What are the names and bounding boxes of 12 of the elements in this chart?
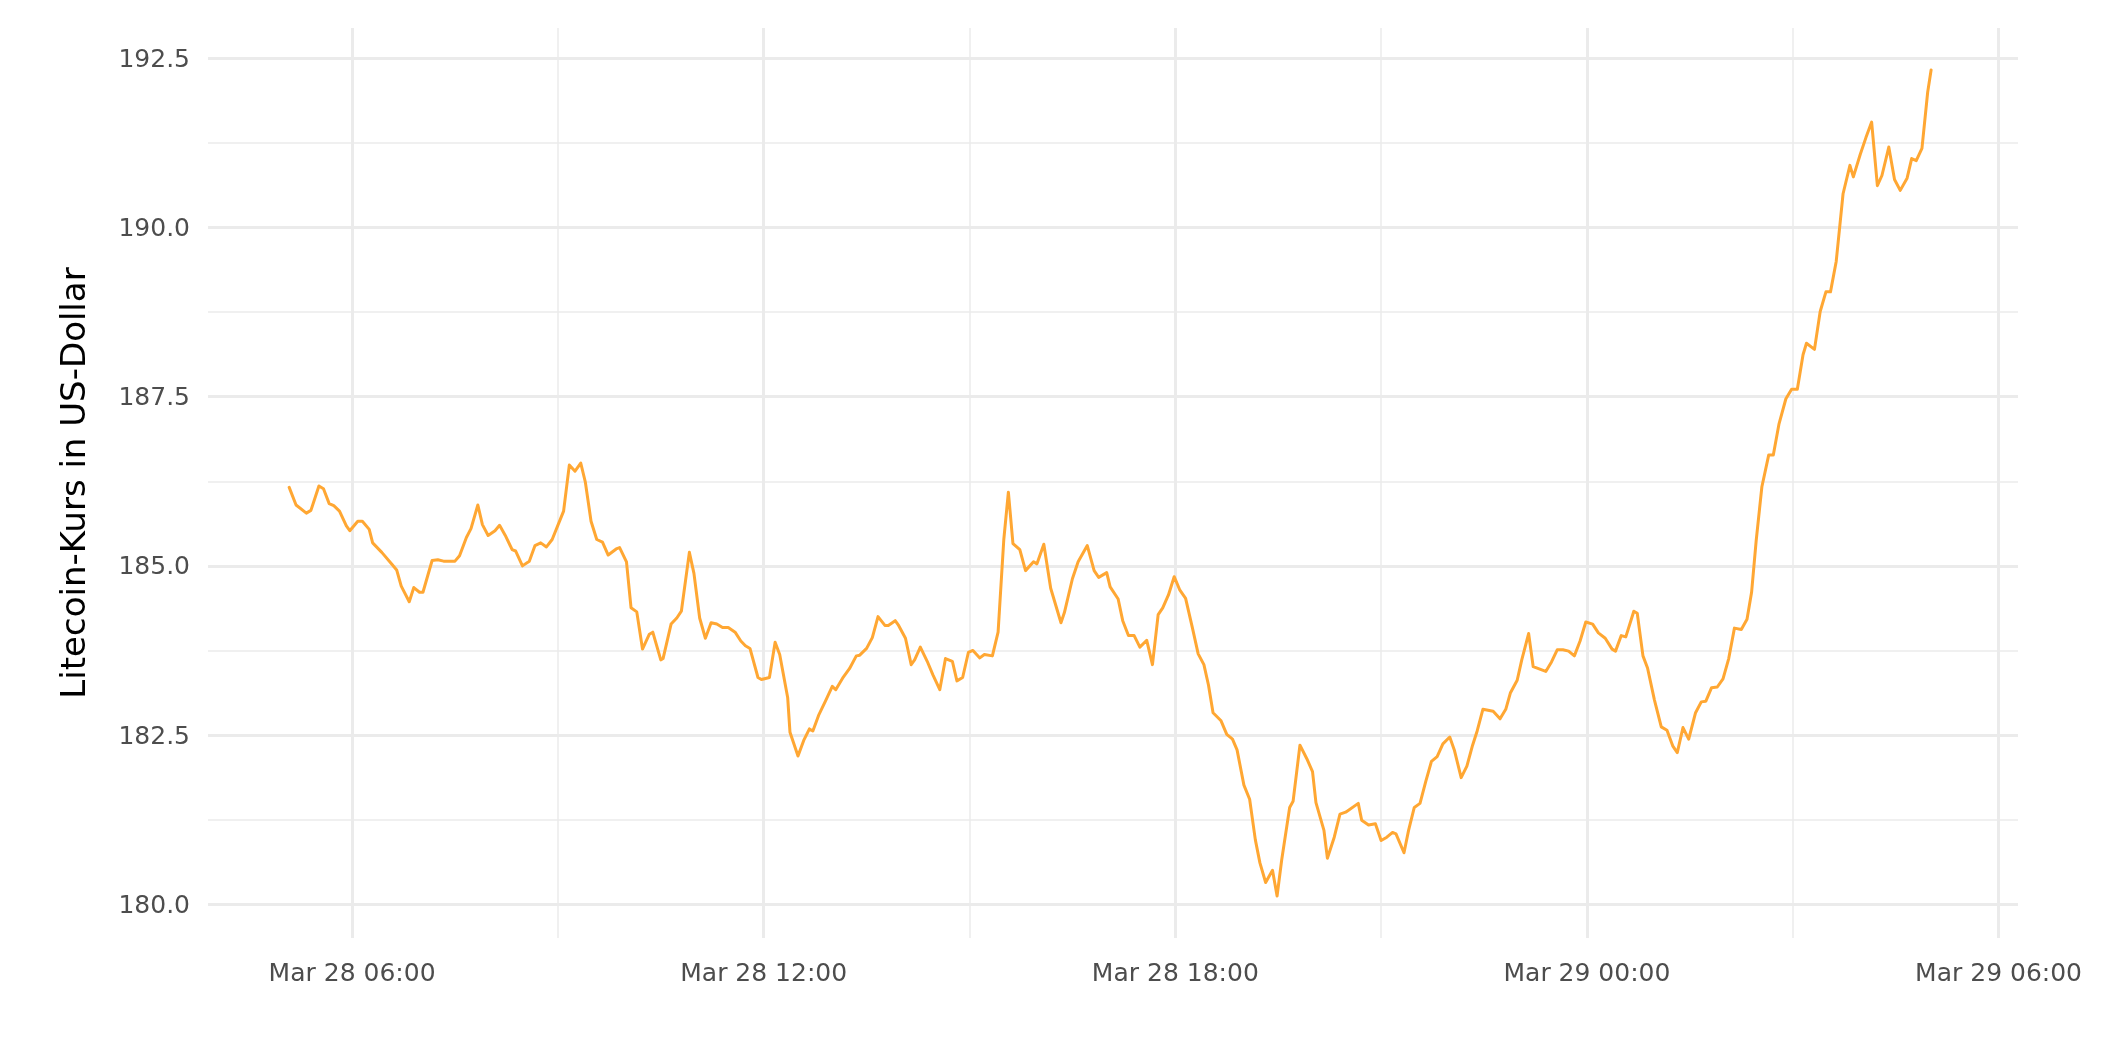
x-tick-label: Mar 28 06:00: [268, 958, 436, 987]
x-tick-label: Mar 29 06:00: [1915, 958, 2083, 987]
x-tick-label: Mar 29 00:00: [1503, 958, 1671, 987]
y-axis-title: Litecoin-Kurs in US-Dollar: [53, 267, 93, 699]
y-tick-label: 180.0: [118, 889, 190, 919]
x-tick-label: Mar 28 18:00: [1091, 958, 1259, 987]
y-tick-label: 190.0: [118, 213, 190, 243]
x-tick-label: Mar 28 12:00: [680, 958, 848, 987]
y-tick-label: 185.0: [118, 551, 190, 581]
y-tick-label: 192.5: [118, 43, 190, 73]
y-tick-label: 182.5: [118, 720, 190, 750]
y-tick-label: 187.5: [118, 382, 190, 412]
